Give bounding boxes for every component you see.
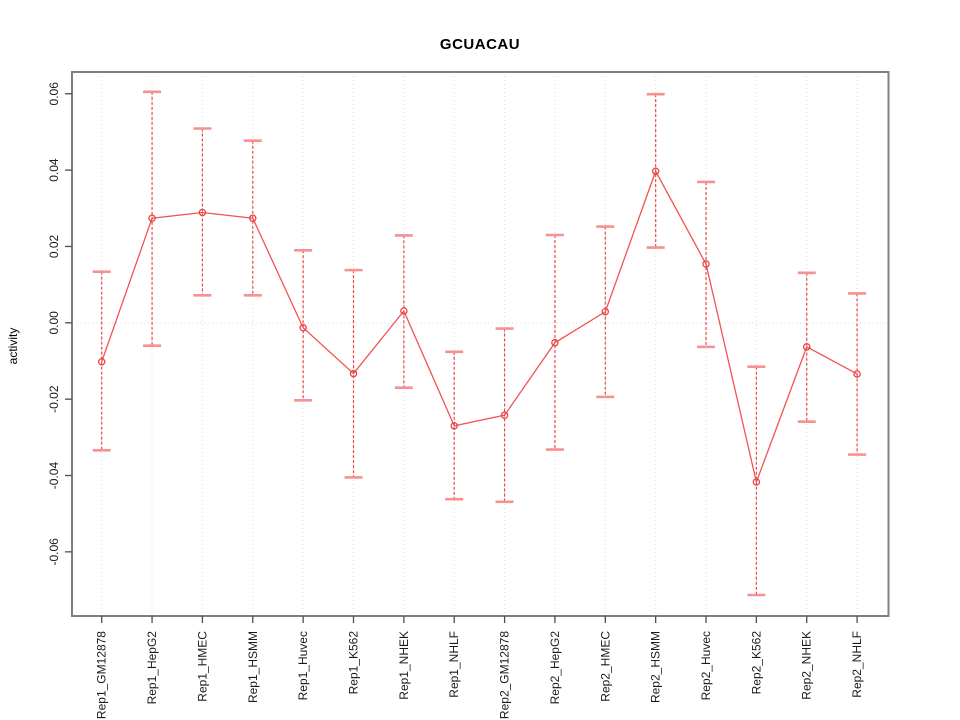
data-point-marker [651, 167, 660, 176]
data-point-marker [551, 338, 559, 347]
data-point-marker [97, 358, 106, 366]
x-tick-label: Rep1_HSMM [246, 631, 260, 703]
x-tick-label: Rep1_Huvec [296, 631, 310, 700]
chart-title: GCUACAU [439, 36, 521, 53]
data-point-marker [299, 324, 307, 332]
x-tick-label: Rep1_NHEK [397, 631, 411, 700]
data-point-marker [148, 214, 156, 222]
x-tick-label: Rep2_GM12878 [498, 631, 512, 719]
x-tick-label: Rep1_NHLF [447, 631, 461, 698]
data-point-marker [400, 307, 408, 315]
data-point-marker [702, 260, 710, 268]
x-tick-label: Rep2_NHLF [850, 631, 864, 698]
data-point-marker [349, 369, 358, 378]
x-tick-label: Rep1_K562 [347, 631, 361, 695]
y-tick-label: -0.04 [47, 462, 61, 490]
y-tick-label: 0.00 [47, 311, 61, 335]
x-tick-label: Rep2_Huvec [699, 631, 713, 700]
x-tick-label: Rep1_HMEC [195, 631, 209, 702]
y-tick-label: -0.02 [47, 385, 61, 413]
x-tick-label: Rep2_K562 [749, 631, 763, 695]
data-point-marker [249, 214, 257, 222]
data-point-marker [601, 307, 610, 316]
y-tick-label: -0.06 [47, 538, 61, 566]
x-tick-label: Rep2_HSMM [649, 631, 663, 703]
series-line [101, 169, 858, 485]
plot-border [71, 71, 890, 617]
y-tick-label: 0.02 [47, 234, 61, 258]
x-tick-label: Rep1_HepG2 [145, 631, 159, 705]
data-point-marker [450, 422, 458, 430]
data-point-marker [752, 478, 761, 486]
x-tick-label: Rep2_HMEC [598, 631, 612, 702]
data-point-marker [853, 370, 861, 378]
y-tick-label: 0.06 [47, 82, 61, 106]
x-tick-label: Rep2_HepG2 [548, 631, 562, 705]
data-point-marker [198, 208, 207, 217]
data-point-marker [500, 411, 509, 419]
y-tick-label: 0.04 [47, 158, 61, 182]
data-point-marker [802, 343, 811, 351]
x-tick-label: Rep1_GM12878 [95, 631, 109, 719]
x-tick-label: Rep2_NHEK [800, 631, 814, 700]
